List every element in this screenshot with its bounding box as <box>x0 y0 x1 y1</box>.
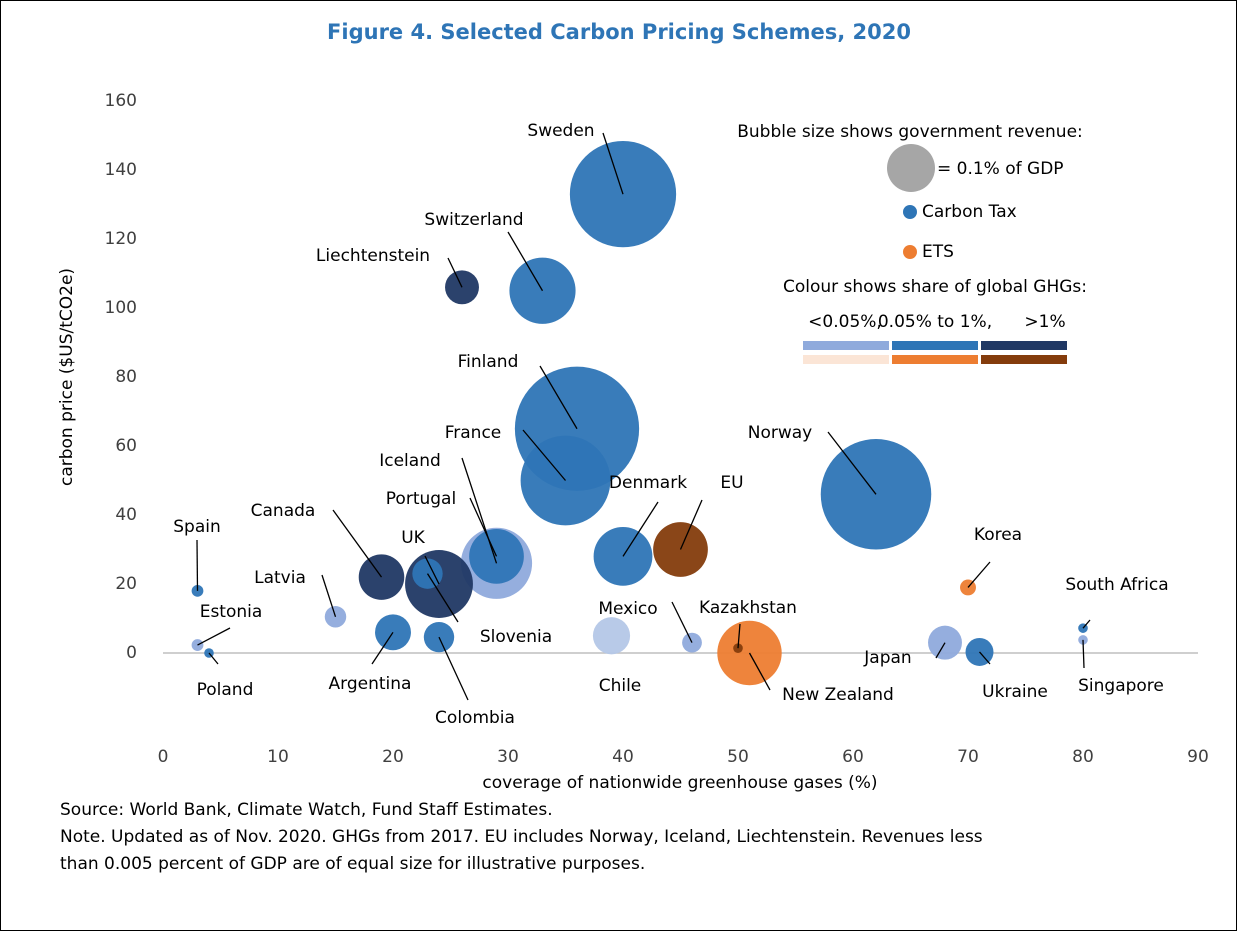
bubble-label: Japan <box>863 648 911 668</box>
size-legend-bubble <box>887 144 935 192</box>
x-tick-label: 90 <box>1187 747 1209 767</box>
leader-line <box>539 365 578 430</box>
bubble-label: Liechtenstein <box>316 246 430 266</box>
leader-line <box>461 457 498 564</box>
legend-marker <box>903 245 917 259</box>
y-axis-title: carbon price ($US/tCO2e) <box>57 268 77 486</box>
y-tick-label: 160 <box>105 91 137 111</box>
bubble-label: Ukraine <box>982 682 1048 702</box>
colour-swatch <box>892 341 978 350</box>
x-tick-label: 50 <box>727 747 749 767</box>
leader-line <box>979 651 991 665</box>
y-tick-label: 140 <box>105 160 137 180</box>
bubble-label: EU <box>720 473 743 493</box>
leader-line <box>827 431 877 495</box>
bubble <box>592 617 631 655</box>
note: Source: World Bank, Climate Watch, Fund … <box>60 800 553 820</box>
bubble-label: Argentina <box>329 674 412 694</box>
leader-line <box>671 601 693 643</box>
note: than 0.005 percent of GDP are of equal s… <box>60 854 645 874</box>
bubble-label: Mexico <box>598 599 657 619</box>
y-tick-label: 100 <box>105 298 137 318</box>
bubble-label: Portugal <box>386 489 456 509</box>
bubble-label: Kazakhstan <box>699 598 797 618</box>
leader-line <box>737 623 741 649</box>
chart-title: Figure 4. Selected Carbon Pricing Scheme… <box>327 20 911 44</box>
leader-line <box>679 499 703 550</box>
x-tick-label: 10 <box>267 747 289 767</box>
leader-line <box>522 429 566 481</box>
bubble-label: Iceland <box>379 451 441 471</box>
size-legend-label: = 0.1% of GDP <box>937 159 1064 179</box>
bubble-label: Canada <box>251 501 316 521</box>
bubble-label: South Africa <box>1065 575 1168 595</box>
leader-line <box>438 636 469 701</box>
colour-swatch <box>981 355 1067 364</box>
bubble-label: Slovenia <box>480 627 552 647</box>
x-tick-label: 40 <box>612 747 634 767</box>
colour-swatch <box>803 355 889 364</box>
bubble-label: Switzerland <box>424 210 523 230</box>
y-tick-label: 0 <box>126 643 137 663</box>
colour-swatch <box>981 341 1067 350</box>
y-tick-label: 120 <box>105 229 137 249</box>
leader-line <box>469 497 498 557</box>
size-legend-title: Bubble size shows government revenue: <box>737 122 1083 142</box>
x-tick-label: 30 <box>497 747 519 767</box>
legend-label: ETS <box>922 242 954 262</box>
x-tick-label: 80 <box>1072 747 1094 767</box>
leader-line <box>602 132 624 195</box>
bubble-label: Chile <box>599 676 642 696</box>
x-tick-label: 20 <box>382 747 404 767</box>
colour-legend-label: 0.05% to 1%, <box>878 312 992 332</box>
y-tick-label: 60 <box>115 436 137 456</box>
leader-line <box>196 539 199 591</box>
x-tick-label: 60 <box>842 747 864 767</box>
leader-line <box>447 257 463 288</box>
bubble-label: Colombia <box>435 708 515 728</box>
leader-line <box>507 231 544 292</box>
bubble-label: Poland <box>197 680 254 700</box>
bubble-label: Korea <box>974 525 1022 545</box>
colour-swatch <box>892 355 978 364</box>
bubble-label: Finland <box>458 352 519 372</box>
leader-line <box>332 509 383 578</box>
leader-line <box>935 642 946 659</box>
legend-label: Carbon Tax <box>922 202 1017 222</box>
bubble-label: France <box>445 423 502 443</box>
leader-line <box>321 574 337 617</box>
bubble-label: UK <box>401 528 425 548</box>
x-axis-title: coverage of nationwide greenhouse gases … <box>482 773 877 793</box>
leader-line <box>371 631 394 665</box>
colour-legend-title: Colour shows share of global GHGs: <box>783 277 1087 297</box>
legend-marker <box>903 205 917 219</box>
colour-legend-label: <0.05%, <box>808 312 882 332</box>
leader-line <box>197 627 231 646</box>
y-tick-label: 80 <box>115 367 137 387</box>
leader-line <box>1082 619 1091 629</box>
y-tick-label: 40 <box>115 505 137 525</box>
bubble-label: New Zealand <box>782 685 894 705</box>
bubble-label: Singapore <box>1078 676 1164 696</box>
bubble-label: Estonia <box>200 602 263 622</box>
leader-line <box>622 501 659 557</box>
colour-legend-label: >1% <box>1024 312 1065 332</box>
bubble-label: Sweden <box>527 121 594 141</box>
bubble-label: Denmark <box>609 473 687 493</box>
leader-line <box>748 652 771 691</box>
x-tick-label: 70 <box>957 747 979 767</box>
leader-line <box>424 555 440 585</box>
bubble-label: Latvia <box>254 568 306 588</box>
leader-line <box>208 652 219 665</box>
leader-line <box>967 561 991 588</box>
x-tick-label: 0 <box>158 747 169 767</box>
bubble-label: Spain <box>173 517 221 537</box>
leader-line <box>426 573 459 623</box>
bubble-label: Norway <box>748 423 813 443</box>
y-tick-label: 20 <box>115 574 137 594</box>
note: Note. Updated as of Nov. 2020. GHGs from… <box>60 827 983 847</box>
leader-line <box>1082 639 1085 669</box>
colour-swatch <box>803 341 889 350</box>
